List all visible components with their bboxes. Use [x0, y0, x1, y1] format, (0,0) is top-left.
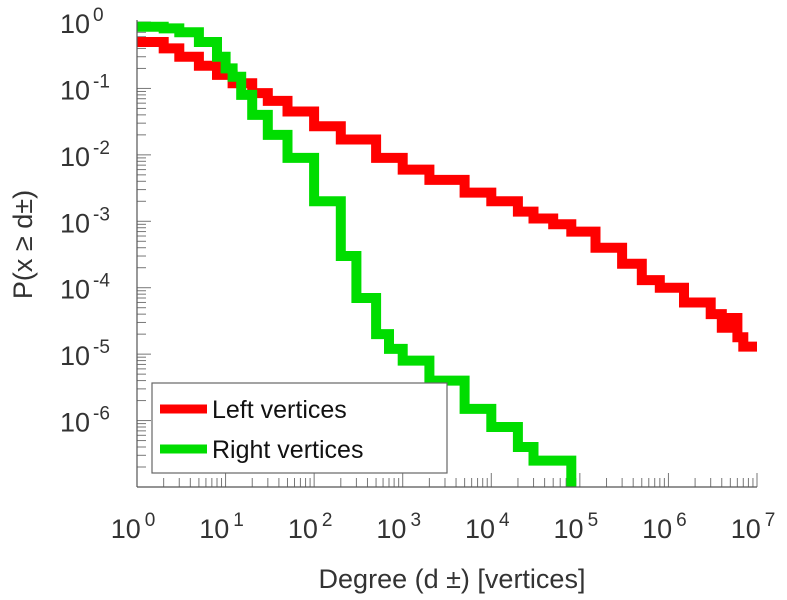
- axes: [136, 20, 757, 488]
- x-tick-labels: 10 0 10 1 10 2 10 3 10 4 10 5 10 6 10 7: [111, 510, 776, 544]
- legend-label-left-vertices: Left vertices: [212, 396, 347, 424]
- series-line-left-vertices: [137, 37, 757, 352]
- y-tick-label: 10 -2: [60, 138, 110, 172]
- x-tick-label: 10 7: [731, 510, 776, 544]
- x-tick-label: 10 6: [642, 510, 687, 544]
- x-tick-label: 10 1: [199, 510, 244, 544]
- y-tick-label: 10 -6: [60, 404, 110, 438]
- series-line-right-vertices: [137, 21, 577, 487]
- legend: Left vertices Right vertices: [151, 382, 448, 474]
- y-tick-label: 10 -3: [60, 204, 110, 238]
- legend-box: [151, 382, 448, 474]
- y-tick-label: 10 -4: [60, 271, 110, 305]
- x-tick-label: 10 0: [111, 510, 156, 544]
- y-axis-label: P(x ≥ d±): [8, 190, 38, 299]
- x-tick-label: 10 2: [288, 510, 333, 544]
- x-tick-label: 10 4: [465, 510, 510, 544]
- series-lines: [137, 21, 757, 487]
- y-tick-label: 10 -5: [60, 337, 110, 371]
- y-tick-label: 10 0: [60, 5, 104, 39]
- x-tick-label: 10 5: [554, 510, 599, 544]
- x-axis-label: Degree (d ±) [vertices]: [319, 564, 586, 594]
- tick-marks: [136, 21, 758, 488]
- legend-label-right-vertices: Right vertices: [212, 436, 363, 464]
- y-tick-label: 10 -1: [60, 71, 110, 105]
- x-tick-label: 10 3: [376, 510, 421, 544]
